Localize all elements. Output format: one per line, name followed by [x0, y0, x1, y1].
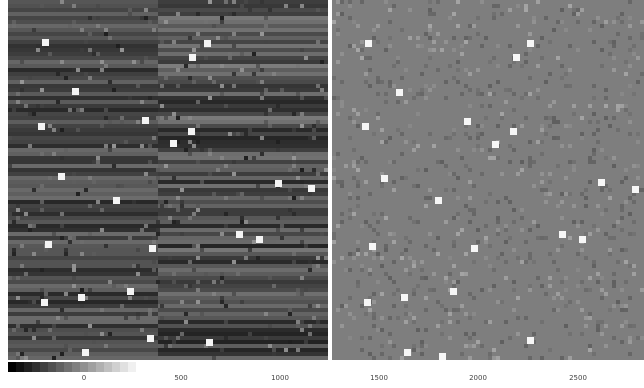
colorbar	[8, 362, 644, 372]
colorbar-tick-3: 1500	[370, 374, 388, 382]
colorbar-tick-0: 0	[81, 374, 87, 382]
colorbar-tick-4: 2000	[469, 374, 487, 382]
colorbar-ticks: 0 500 1000 1500 2000 2500	[8, 372, 644, 388]
colorbar-gradient	[8, 362, 644, 372]
left-image-canvas	[8, 0, 328, 360]
colorbar-tick-5: 2500	[569, 374, 587, 382]
colorbar-tick-1: 500	[174, 374, 188, 382]
left-image-panel	[8, 0, 328, 360]
right-image-canvas	[332, 0, 644, 360]
colorbar-tick-2: 1000	[271, 374, 289, 382]
right-image-panel	[332, 0, 644, 360]
